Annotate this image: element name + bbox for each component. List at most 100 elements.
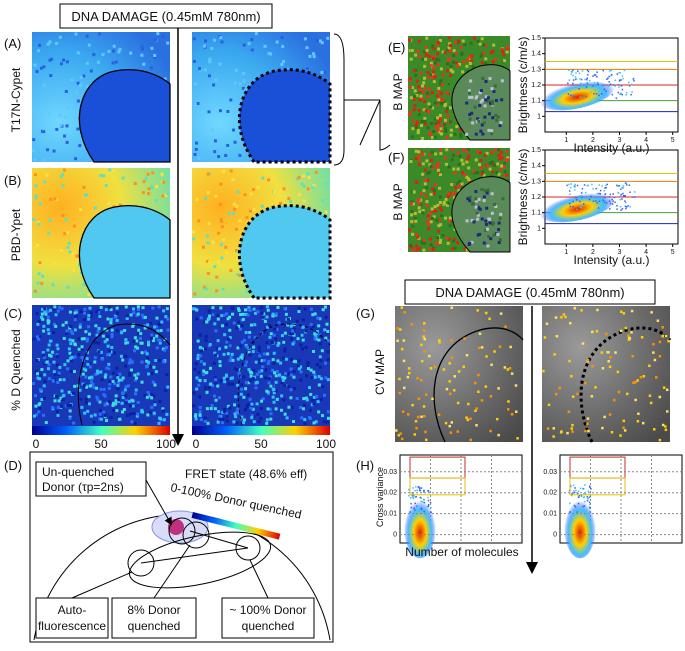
pixel xyxy=(426,91,430,95)
pixel xyxy=(579,77,581,80)
pixel xyxy=(490,192,494,196)
pixel xyxy=(547,403,551,407)
pixel xyxy=(596,192,599,195)
pixel xyxy=(141,191,145,195)
pixel xyxy=(514,384,518,387)
pixel xyxy=(608,75,610,78)
pixel xyxy=(398,377,401,381)
pixel xyxy=(154,199,158,203)
pixel xyxy=(571,430,574,433)
pixel xyxy=(221,417,225,421)
pixel xyxy=(300,333,304,337)
pixel xyxy=(155,316,159,320)
pixel xyxy=(431,166,435,170)
x-tick-label: 2 xyxy=(591,249,595,256)
pixel xyxy=(419,496,422,499)
pixel xyxy=(242,79,246,83)
pixel xyxy=(155,325,159,329)
pixel xyxy=(48,58,52,62)
connector xyxy=(249,559,269,599)
pixel xyxy=(490,132,494,136)
pixel xyxy=(195,376,199,380)
pixel xyxy=(445,203,449,207)
pixel xyxy=(140,380,144,384)
pixel xyxy=(144,350,148,354)
pixel xyxy=(600,93,603,95)
pixel xyxy=(439,127,443,131)
pixel xyxy=(85,84,89,88)
x-tick-label: 4 xyxy=(644,137,648,144)
pixel xyxy=(131,399,135,403)
pixel xyxy=(423,322,426,325)
pixel xyxy=(628,81,630,84)
pixel xyxy=(604,207,606,210)
pixel xyxy=(448,36,452,40)
pixel xyxy=(466,148,470,152)
pixel xyxy=(304,329,308,333)
pixel xyxy=(583,505,586,507)
density xyxy=(539,78,615,111)
pixel xyxy=(100,357,104,361)
pixel xyxy=(301,318,305,322)
pixel xyxy=(427,54,431,58)
pixel xyxy=(480,123,484,127)
pixel xyxy=(115,319,119,323)
y-tick-label: 0.03 xyxy=(543,469,557,476)
pixel xyxy=(446,62,450,66)
pixel xyxy=(497,154,501,158)
pixel xyxy=(95,395,99,399)
pixel xyxy=(503,161,507,165)
pixel xyxy=(279,361,283,365)
pixel xyxy=(240,387,244,391)
pixel xyxy=(636,419,640,423)
pixel xyxy=(416,128,420,132)
pixel xyxy=(608,413,612,416)
pixel xyxy=(302,403,306,407)
pixel xyxy=(224,322,228,326)
pixel xyxy=(248,379,252,383)
pixel xyxy=(307,176,311,180)
pixel xyxy=(133,378,137,382)
pixel xyxy=(326,410,330,414)
pixel xyxy=(303,307,307,311)
pixel xyxy=(461,70,465,74)
pixel xyxy=(489,51,493,55)
pixel xyxy=(423,510,425,513)
pixel xyxy=(317,383,321,387)
pixel xyxy=(283,384,287,388)
pixel xyxy=(76,81,80,85)
pixel xyxy=(416,131,420,135)
pixel xyxy=(69,324,73,328)
pixel xyxy=(58,365,62,369)
pixel xyxy=(415,496,417,498)
pixel xyxy=(234,68,238,72)
pixel xyxy=(311,313,315,317)
pixel xyxy=(476,117,480,121)
pixel xyxy=(460,51,464,55)
pixel xyxy=(467,402,470,406)
pixel xyxy=(206,191,210,195)
pixel xyxy=(497,148,501,152)
pixel xyxy=(585,86,588,88)
pixel xyxy=(222,376,226,380)
pixel xyxy=(607,359,610,363)
pixel xyxy=(81,372,85,376)
pixel xyxy=(235,421,239,425)
pixel xyxy=(452,49,456,53)
pixel xyxy=(661,423,665,427)
pixel xyxy=(150,396,154,400)
pixel xyxy=(246,393,250,397)
trajectory-line xyxy=(189,530,249,549)
pixel xyxy=(87,43,91,47)
pixel xyxy=(205,287,209,291)
pixel xyxy=(55,394,59,398)
pixel xyxy=(422,329,426,332)
pixel xyxy=(623,69,626,72)
pixel xyxy=(445,91,449,95)
pixel xyxy=(317,324,321,328)
pixel xyxy=(41,317,45,321)
pixel xyxy=(443,51,447,55)
pixel xyxy=(629,191,631,193)
pixel xyxy=(431,209,435,213)
pixel xyxy=(325,322,329,326)
